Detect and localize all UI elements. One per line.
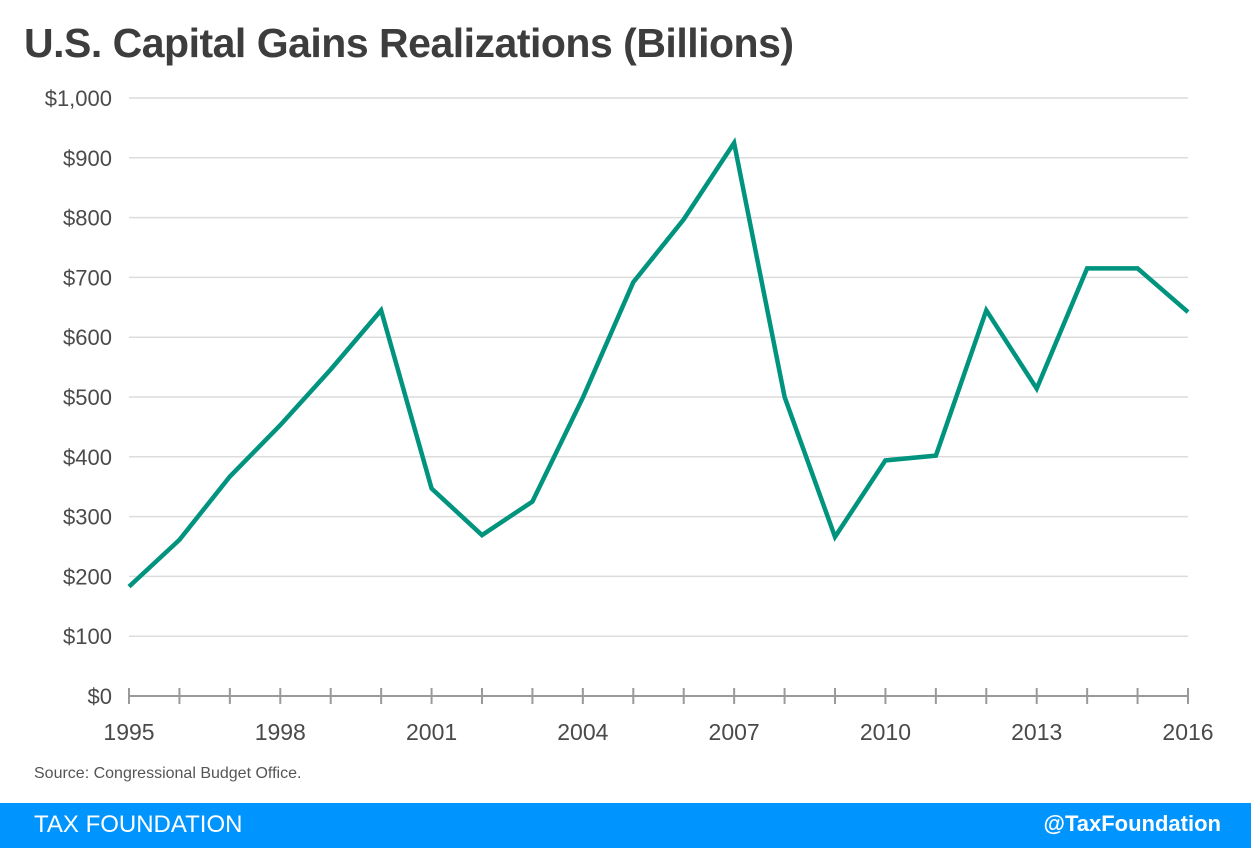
y-tick-label: $1,000 xyxy=(45,86,112,111)
y-tick-label: $200 xyxy=(63,564,112,589)
x-tick-label: 2004 xyxy=(557,719,608,745)
y-tick-label: $700 xyxy=(63,265,112,290)
y-tick-label: $800 xyxy=(63,206,112,231)
x-tick-label: 2007 xyxy=(709,719,760,745)
footer-handle: @TaxFoundation xyxy=(1043,811,1221,836)
x-tick-label: 2016 xyxy=(1162,719,1213,745)
x-tick-label: 2010 xyxy=(860,719,911,745)
y-tick-label: $0 xyxy=(88,684,112,709)
footer-bar: TAX FOUNDATION @TaxFoundation xyxy=(0,803,1251,848)
x-tick-label: 1998 xyxy=(255,719,306,745)
series xyxy=(127,137,1190,589)
y-tick-label: $300 xyxy=(63,505,112,530)
y-tick-label: $600 xyxy=(63,325,112,350)
x-tick-label: 1995 xyxy=(103,719,154,745)
y-tick-label: $500 xyxy=(63,385,112,410)
x-tick-label: 2013 xyxy=(1011,719,1062,745)
gridlines xyxy=(129,97,1188,637)
y-tick-label: $400 xyxy=(63,445,112,470)
y-tick-label: $900 xyxy=(63,146,112,171)
y-tick-label: $100 xyxy=(63,624,112,649)
chart-title: U.S. Capital Gains Realizations (Billion… xyxy=(24,20,794,66)
series-line xyxy=(127,137,1190,589)
y-axis-ticks: $0 $100 $200 $300 $400 $500 $600 $700 $800 $900 $1… xyxy=(45,86,112,709)
source-note: Source: Congressional Budget Office. xyxy=(34,765,302,782)
x-tick-label: 2001 xyxy=(406,719,457,745)
x-axis: 1995 1998 2001 2004 2007 2010 2013 2016 xyxy=(103,688,1214,745)
line-chart: $0 $100 $200 $300 $400 $500 $600 $700 $800 $900 $1… xyxy=(45,86,1214,745)
footer-brand: TAX FOUNDATION xyxy=(34,811,243,838)
